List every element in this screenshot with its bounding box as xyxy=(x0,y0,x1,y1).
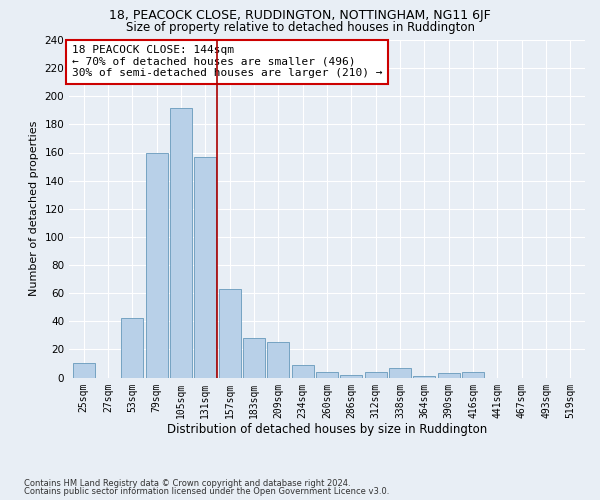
Bar xyxy=(389,368,411,378)
Bar xyxy=(462,372,484,378)
Bar xyxy=(146,152,167,378)
Bar xyxy=(170,108,192,378)
Text: 18, PEACOCK CLOSE, RUDDINGTON, NOTTINGHAM, NG11 6JF: 18, PEACOCK CLOSE, RUDDINGTON, NOTTINGHA… xyxy=(109,9,491,22)
Bar xyxy=(438,374,460,378)
Bar xyxy=(268,342,289,378)
Y-axis label: Number of detached properties: Number of detached properties xyxy=(29,121,39,296)
Bar xyxy=(73,364,95,378)
Bar xyxy=(292,365,314,378)
Text: Contains public sector information licensed under the Open Government Licence v3: Contains public sector information licen… xyxy=(24,487,389,496)
Text: Contains HM Land Registry data © Crown copyright and database right 2024.: Contains HM Land Registry data © Crown c… xyxy=(24,478,350,488)
Bar xyxy=(121,318,143,378)
Bar xyxy=(243,338,265,378)
X-axis label: Distribution of detached houses by size in Ruddington: Distribution of detached houses by size … xyxy=(167,423,487,436)
Bar xyxy=(218,289,241,378)
Bar xyxy=(316,372,338,378)
Text: 18 PEACOCK CLOSE: 144sqm
← 70% of detached houses are smaller (496)
30% of semi-: 18 PEACOCK CLOSE: 144sqm ← 70% of detach… xyxy=(71,45,382,78)
Bar xyxy=(194,156,216,378)
Text: Size of property relative to detached houses in Ruddington: Size of property relative to detached ho… xyxy=(125,21,475,34)
Bar xyxy=(365,372,386,378)
Bar xyxy=(340,374,362,378)
Bar xyxy=(413,376,436,378)
